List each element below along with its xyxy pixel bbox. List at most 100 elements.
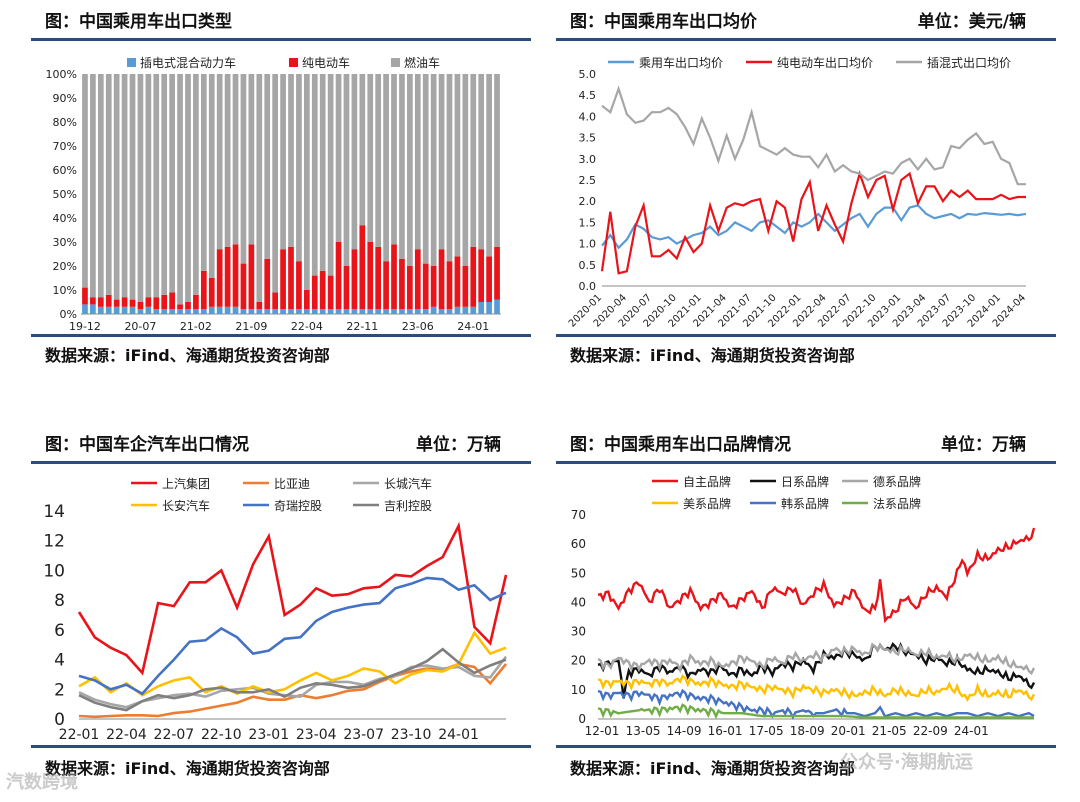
source-rule [31, 334, 531, 337]
bar-segment [446, 261, 453, 310]
bar-segment [478, 302, 485, 314]
bar-segment [407, 309, 413, 314]
x-tick-label: 22-04 [291, 320, 323, 333]
bar-segment [462, 266, 469, 307]
x-tick-label: 14-09 [667, 724, 702, 738]
series-line [597, 527, 1036, 624]
bar-segment [121, 297, 128, 307]
bar-segment [399, 258, 405, 310]
bar-segment [422, 263, 429, 310]
series-line [78, 647, 507, 712]
bar-segment [454, 306, 461, 314]
bar-segment [256, 309, 263, 314]
bar-segment [454, 256, 461, 307]
bar-segment [105, 294, 112, 307]
bar-segment [430, 74, 437, 266]
y-tick-label: 12 [43, 532, 65, 552]
bar-segment [145, 297, 152, 307]
title-rule [556, 461, 1056, 464]
bar-segment [145, 74, 152, 298]
bar-segment [224, 74, 231, 247]
chart-export-type: 0% 10% 20% 30% 40% 50% 60% 70% 80% 90% 100% 19-12 20… [46, 55, 501, 333]
bar-segment [296, 261, 302, 310]
panel-title: 图：中国乘用车出口类型 [45, 12, 232, 32]
y-tick-label: 5.0 [579, 68, 597, 81]
x-tick-label: 22-07 [154, 727, 195, 743]
bar-segment [82, 74, 88, 288]
y-tick-label: 50% [53, 188, 77, 201]
bar-segment [137, 309, 144, 314]
bar-segment [367, 74, 374, 242]
bar-segment [113, 74, 120, 300]
bar-segment [470, 74, 477, 247]
y-tick-label: 60% [53, 164, 77, 177]
bar-segment [399, 74, 405, 259]
y-tick-label: 6 [54, 621, 65, 641]
bar-segment [319, 74, 326, 271]
bar-segment [438, 309, 445, 314]
series-line [77, 521, 508, 676]
bar-segment [407, 266, 413, 310]
x-tick-label: 23-01 [248, 727, 289, 743]
bar-segment [454, 74, 461, 257]
bar-segment [478, 249, 485, 302]
y-tick-label: 0.5 [579, 259, 597, 272]
bar-segment [224, 246, 231, 307]
bar-segment [494, 299, 500, 314]
y-tick-label: 40 [571, 595, 586, 609]
bar-segment [414, 309, 421, 314]
legend-label: 乘用车出口均价 [639, 55, 723, 70]
bar-segment [438, 249, 445, 310]
bar-segment [414, 249, 421, 310]
bar-segment [303, 290, 310, 310]
source-rule [556, 334, 1056, 337]
bar-segment [82, 287, 88, 305]
bar-segment [264, 309, 271, 314]
y-tick-label: 14 [43, 502, 65, 522]
bar-segment [145, 306, 152, 314]
watermark-left: 汽数跨境 [6, 772, 78, 793]
legend-label: 比亚迪 [274, 477, 310, 491]
y-tick-label: 30% [53, 236, 77, 249]
bar-segment [90, 74, 96, 298]
y-tick-label: 70 [571, 508, 586, 522]
bar-segment [359, 225, 366, 310]
source-rule [556, 745, 1056, 748]
bar-segment [97, 74, 104, 298]
y-tick-label: 2.5 [579, 174, 597, 187]
bar-segment [335, 242, 342, 310]
bar-segment [343, 74, 350, 266]
bar-segment [153, 297, 160, 310]
x-tick-label: 23-10 [391, 727, 432, 743]
bar-segment [208, 74, 215, 278]
chart-brand-exports: 0 10 20 30 40 50 60 70 12-01 13-05 14-09 16-01 17-05… [571, 474, 1036, 738]
x-tick-label: 23-07 [343, 727, 384, 743]
y-tick-label: 10 [571, 683, 586, 697]
bar-segment [359, 74, 366, 226]
bar-segment [169, 292, 175, 310]
bar-segment [256, 302, 263, 310]
panel-unit: 单位：万辆 [416, 435, 501, 455]
chart-automaker-exports: 0 2 4 6 8 10 12 14 22-01 22-04 22-07 22-10 23-01 23-0… [43, 476, 508, 743]
source-note: 数据来源：iFind、海通期货投资咨询部 [570, 759, 855, 778]
series-line [597, 688, 1035, 720]
panel-title-row: 图：中国乘用车出口均价 单位：美元/辆 [556, 6, 1056, 38]
legend-swatch [127, 58, 136, 67]
source-note: 数据来源：iFind、海通期货投资咨询部 [570, 346, 855, 365]
bar-segment [240, 74, 247, 264]
bar-segment [105, 74, 112, 295]
y-tick-label: 0.0 [579, 280, 597, 293]
bar-segment [359, 309, 366, 314]
legend-label: 长城汽车 [384, 476, 432, 491]
bar-segment [422, 74, 429, 264]
bar-segment [288, 74, 294, 247]
bar-segment [311, 309, 318, 314]
bar-segment [82, 304, 88, 314]
x-tick-label: 23-06 [402, 320, 434, 333]
bar-segment [129, 306, 136, 314]
y-tick-label: 50 [571, 566, 586, 580]
bar-segment [216, 74, 223, 250]
bar-segment [446, 74, 453, 262]
x-tick-label: 21-02 [180, 320, 212, 333]
bar-segment [256, 74, 263, 302]
